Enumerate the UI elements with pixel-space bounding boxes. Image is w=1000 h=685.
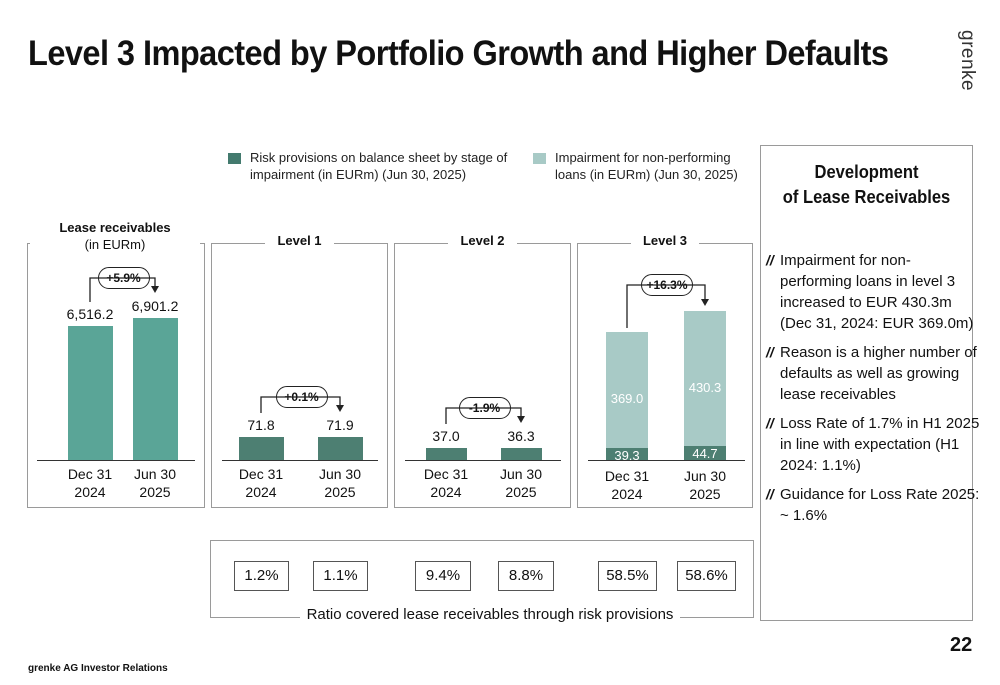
- x-tick-label: Dec 31 2024: [226, 465, 296, 501]
- x-tick-label-year: 2025: [505, 484, 537, 500]
- ratio-box: 1.1%: [313, 561, 368, 591]
- footer-text: grenke AG Investor Relations: [28, 663, 168, 674]
- x-tick-label-year: 2024: [611, 486, 643, 502]
- bullet-item: // Guidance for Loss Rate 2025: ~ 1.6%: [766, 484, 981, 526]
- page-number: 22: [950, 634, 973, 656]
- bullet-item: // Loss Rate of 1.7% in H1 2025 in line w…: [766, 413, 981, 476]
- legend-label: Risk provisions on balance sheet by stag…: [250, 150, 508, 182]
- sidebar-frame: [760, 145, 973, 621]
- bar-value-label: 430.3: [688, 380, 722, 396]
- sidebar-title: Development of Lease Receivables: [769, 160, 965, 210]
- x-tick-label: Jun 30 2025: [305, 465, 375, 501]
- bar-value-label: 369.0: [610, 391, 644, 407]
- level-1-panel: Level 1: [211, 233, 388, 508]
- x-tick-label-month: Dec 31: [604, 468, 650, 484]
- lease-receivables-title: Lease receivables (in EURm): [30, 219, 200, 253]
- bullet-marker: //: [766, 415, 774, 431]
- panel-title: Lease receivables: [59, 220, 171, 235]
- bar-value-label: 6,901.2: [131, 298, 179, 314]
- bar-value-label: 71.9: [326, 417, 354, 433]
- x-tick-label-year: 2025: [689, 486, 721, 502]
- level-3-panel: Level 3: [577, 233, 753, 508]
- panel-title: Level 3: [630, 233, 700, 248]
- x-axis-line: [588, 460, 745, 461]
- bar: [67, 326, 113, 460]
- x-axis-line: [405, 460, 561, 461]
- x-tick-label-year: 2025: [139, 484, 171, 500]
- bullet-marker: //: [766, 344, 774, 360]
- x-tick-label: Dec 31 2024: [55, 465, 125, 501]
- x-axis-line: [37, 460, 195, 461]
- x-tick-label: Jun 30 2025: [120, 465, 190, 501]
- change-badge: +0.1%: [275, 386, 328, 408]
- bar-value-label: 36.3: [507, 428, 535, 444]
- sidebar-bullets: // Impairment for non-performing loans in…: [766, 250, 981, 534]
- x-tick-label-month: Dec 31: [423, 466, 469, 482]
- bullet-item: // Impairment for non-performing loans in…: [766, 250, 981, 334]
- bullet-text: Reason is a higher number of defaults as…: [780, 344, 977, 403]
- x-tick-label: Jun 30 2025: [670, 467, 740, 503]
- x-axis-line: [222, 460, 378, 461]
- bullet-marker: //: [766, 486, 774, 502]
- legend-swatch-dark: [228, 153, 241, 164]
- grenke-logo: grenke: [957, 30, 978, 92]
- ratio-box: 9.4%: [415, 561, 471, 591]
- ratio-box: 58.5%: [598, 561, 657, 591]
- bar: [500, 448, 542, 460]
- bar: [238, 437, 284, 460]
- x-tick-label-month: Jun 30: [683, 468, 727, 484]
- bar-value-label: 6,516.2: [66, 306, 114, 322]
- x-tick-label-month: Dec 31: [67, 466, 113, 482]
- bullet-marker: //: [766, 252, 774, 268]
- sidebar-title-line2: of Lease Receivables: [782, 187, 951, 207]
- x-tick-label-month: Jun 30: [318, 466, 362, 482]
- bar: [425, 448, 467, 460]
- level-2-panel: Level 2: [394, 233, 571, 508]
- bar: [132, 318, 178, 460]
- bar-value-label: 44.7: [692, 446, 718, 461]
- x-tick-label-year: 2024: [74, 484, 106, 500]
- bar-impairment: [684, 311, 726, 446]
- x-tick-label-month: Jun 30: [133, 466, 177, 482]
- x-tick-label: Dec 31 2024: [411, 465, 481, 501]
- x-tick-label: Dec 31 2024: [592, 467, 662, 503]
- bar-stage-3: [606, 448, 648, 460]
- ratio-caption: Ratio covered lease receivables through …: [300, 606, 680, 623]
- x-tick-label-year: 2025: [324, 484, 356, 500]
- panel-title: Level 1: [265, 233, 334, 248]
- panel-title: Level 2: [448, 233, 517, 248]
- bar-value-label: 37.0: [432, 428, 460, 444]
- bar-impairment: [606, 332, 648, 448]
- bar: [317, 437, 363, 460]
- bullet-text: Guidance for Loss Rate 2025: ~ 1.6%: [780, 486, 980, 524]
- bar-value-label: 39.3: [614, 448, 640, 463]
- ratio-box: 1.2%: [234, 561, 289, 591]
- ratio-box: 8.8%: [498, 561, 554, 591]
- legend-swatch-light: [533, 153, 546, 164]
- x-tick-label-year: 2024: [430, 484, 462, 500]
- page-title: Level 3 Impacted by Portfolio Growth and…: [28, 34, 889, 73]
- bullet-text: Impairment for non-performing loans in l…: [780, 252, 974, 332]
- bar-value-label: 71.8: [247, 417, 275, 433]
- legend-label: Impairment for non-performing loans (in …: [555, 150, 738, 182]
- bullet-item: // Reason is a higher number of defaults …: [766, 342, 981, 405]
- x-tick-label: Jun 30 2025: [486, 465, 556, 501]
- x-tick-label-year: 2024: [245, 484, 277, 500]
- panel-subtitle: (in EURm): [84, 237, 146, 252]
- change-badge: +5.9%: [97, 267, 150, 289]
- sidebar-title-line1: Development: [814, 162, 919, 182]
- bullet-text: Loss Rate of 1.7% in H1 2025 in line wit…: [780, 415, 980, 474]
- x-tick-label-month: Dec 31: [238, 466, 284, 482]
- change-badge: -1.9%: [458, 397, 511, 419]
- x-tick-label-month: Jun 30: [499, 466, 543, 482]
- change-badge: +16.3%: [641, 274, 693, 296]
- bar-stage-3: [684, 446, 726, 460]
- ratio-box: 58.6%: [677, 561, 736, 591]
